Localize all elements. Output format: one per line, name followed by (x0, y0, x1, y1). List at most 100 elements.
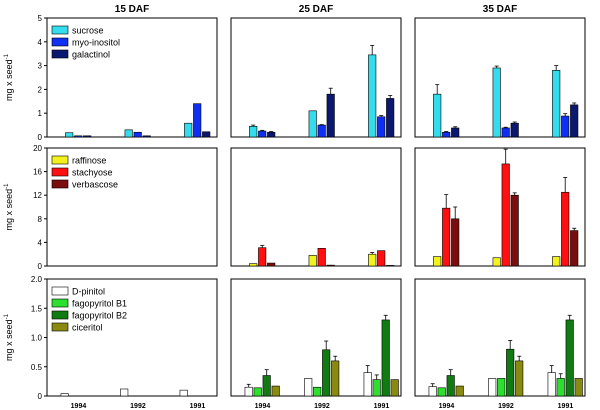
bar (501, 127, 510, 138)
bar (433, 93, 442, 138)
panel-frame (414, 147, 586, 267)
legend-swatch (51, 25, 69, 35)
bar (570, 104, 579, 138)
bar (258, 247, 267, 267)
y-tick-label: 0 (38, 133, 43, 142)
column-title: 35 DAF (483, 4, 517, 15)
bar (442, 207, 451, 267)
legend-swatch (51, 167, 69, 177)
bar (258, 130, 267, 138)
x-tick-label: 1991 (374, 403, 390, 410)
bar (326, 264, 335, 267)
bar (74, 135, 83, 138)
bar (428, 386, 437, 397)
y-tick-label: 5 (38, 14, 43, 23)
legend-swatch (51, 310, 69, 320)
bar (83, 135, 92, 138)
bar (313, 386, 322, 397)
y-tick-label: 4 (38, 238, 43, 247)
y-tick-label: 1 (38, 109, 43, 118)
bar (267, 262, 276, 267)
y-tick-label: 2.0 (31, 275, 43, 284)
bar (317, 248, 326, 267)
bar (193, 103, 202, 138)
bar (552, 256, 561, 267)
bar (561, 115, 570, 138)
bar (492, 257, 501, 267)
legend-label: raffinose (72, 156, 106, 166)
bar (372, 379, 381, 397)
bar (451, 218, 460, 267)
bar (331, 360, 340, 397)
bar (437, 387, 446, 397)
bar (326, 93, 335, 138)
bar (304, 378, 313, 397)
y-tick-label: 0 (38, 262, 43, 271)
x-tick-label: 1994 (439, 403, 455, 410)
y-axis-label: mg x seed-1 (4, 53, 14, 101)
bar (442, 131, 451, 138)
legend-swatch (51, 179, 69, 189)
bar (386, 98, 395, 138)
bar (271, 385, 280, 397)
legend-label: fagopyritol B2 (72, 311, 127, 321)
x-tick-label: 1994 (255, 403, 271, 410)
legend-label: myo-inositol (72, 38, 120, 48)
legend-swatch (51, 155, 69, 165)
bar (390, 379, 399, 397)
panel-frame (414, 278, 586, 397)
bar (510, 122, 519, 138)
y-tick-label: 3 (38, 62, 43, 71)
bar (65, 132, 74, 138)
legend-label: verbascose (72, 180, 118, 190)
bar (202, 131, 211, 138)
column-title: 15 DAF (115, 4, 149, 15)
panel-frame (46, 147, 218, 267)
x-tick-label: 1992 (314, 403, 330, 410)
panel-frame (46, 17, 218, 138)
bar (510, 194, 519, 267)
x-tick-label: 1992 (498, 403, 514, 410)
legend-label: fagopyritol B1 (72, 299, 127, 309)
y-tick-label: 1.0 (31, 334, 43, 343)
y-tick-label: 0.5 (31, 363, 43, 372)
legend-swatch (51, 322, 69, 332)
bar (386, 265, 395, 267)
y-axis-label: mg x seed-1 (4, 183, 14, 231)
bar (368, 54, 377, 138)
x-tick-label: 1992 (130, 403, 146, 410)
y-tick-label: 1.5 (31, 304, 43, 313)
panel-frame (230, 147, 402, 267)
bar (381, 319, 390, 397)
bar (565, 319, 574, 397)
bar (249, 263, 258, 267)
column-title: 25 DAF (299, 4, 333, 15)
bar (574, 378, 583, 397)
bar (317, 124, 326, 138)
bar (433, 256, 442, 267)
bar (267, 131, 276, 138)
bar (556, 378, 565, 397)
y-tick-label: 2 (38, 85, 43, 94)
bar (492, 67, 501, 138)
y-tick-label: 0 (38, 392, 43, 401)
bar (377, 116, 386, 138)
bar (501, 163, 510, 267)
y-tick-label: 20 (33, 144, 42, 153)
panel-frame (46, 278, 218, 397)
bar (120, 388, 129, 397)
legend-label: stachyose (72, 168, 113, 178)
legend-swatch (51, 298, 69, 308)
bar (451, 127, 460, 138)
bar (179, 389, 188, 397)
legend-label: ciceritol (72, 323, 103, 333)
x-tick-label: 1991 (558, 403, 574, 410)
bar (253, 387, 262, 397)
bar (488, 378, 497, 397)
y-tick-label: 4 (38, 38, 43, 47)
bar (446, 375, 455, 397)
legend-label: galactinol (72, 50, 110, 60)
bar (368, 253, 377, 267)
bar (308, 255, 317, 267)
